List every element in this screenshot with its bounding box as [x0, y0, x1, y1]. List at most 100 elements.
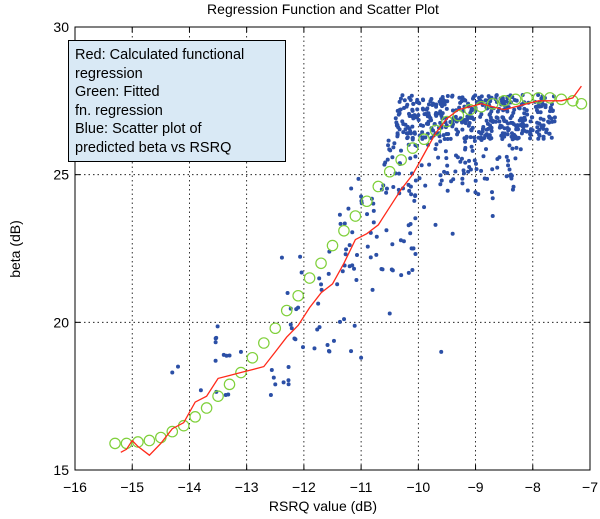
scatter-point: [213, 340, 218, 345]
scatter-point: [388, 148, 393, 153]
scatter-point: [417, 101, 422, 106]
scatter-point: [506, 158, 511, 163]
scatter-point: [505, 109, 510, 114]
scatter-point: [213, 358, 218, 363]
scatter-point: [298, 254, 303, 259]
scatter-point: [286, 378, 291, 383]
scatter-point: [549, 135, 554, 140]
scatter-point: [421, 123, 426, 128]
scatter-point: [347, 264, 352, 269]
scatter-point: [371, 220, 376, 225]
scatter-point: [296, 305, 301, 310]
scatter-point: [438, 173, 443, 178]
legend-line: regression: [75, 65, 143, 82]
scatter-point: [359, 194, 364, 199]
scatter-point: [529, 115, 534, 120]
fitted-regression-marker: [464, 103, 476, 116]
fitted-regression-marker: [567, 95, 579, 107]
scatter-point: [412, 130, 417, 135]
scatter-point: [424, 107, 429, 112]
scatter-point: [415, 107, 420, 112]
fitted-regression-marker: [383, 165, 396, 178]
scatter-point: [390, 268, 395, 273]
scatter-point: [428, 99, 433, 104]
scatter-point: [420, 130, 425, 135]
scatter-point: [506, 121, 511, 126]
scatter-point: [221, 352, 226, 357]
scatter-point: [386, 143, 391, 148]
scatter-point: [316, 301, 321, 306]
scatter-point: [490, 214, 495, 219]
scatter-point: [515, 136, 520, 141]
scatter-point: [400, 93, 405, 98]
scatter-point: [506, 163, 511, 168]
scatter-point: [407, 111, 412, 116]
scatter-point: [401, 122, 406, 127]
fitted-regression-marker: [575, 97, 588, 110]
scatter-point: [463, 139, 468, 144]
scatter-point: [374, 234, 379, 239]
scatter-point: [463, 121, 468, 126]
scatter-point: [371, 208, 376, 213]
scatter-point: [438, 139, 443, 144]
scatter-point: [431, 128, 436, 133]
scatter-point: [483, 147, 488, 152]
scatter-point: [344, 247, 349, 252]
scatter-point: [502, 126, 507, 131]
scatter-point: [484, 127, 489, 132]
scatter-point: [437, 99, 442, 104]
fitted-regression-marker: [280, 304, 293, 317]
scatter-point: [397, 99, 402, 104]
scatter-point: [450, 94, 455, 99]
fitted-regression-marker: [486, 97, 499, 110]
scatter-point: [413, 178, 418, 183]
scatter-point: [399, 148, 404, 153]
y-tick-label: 15: [53, 462, 69, 478]
scatter-point: [467, 115, 472, 120]
chart-title: Regression Function and Scatter Plot: [207, 1, 439, 17]
scatter-point: [340, 269, 345, 274]
scatter-point: [539, 96, 544, 101]
scatter-point: [445, 188, 450, 193]
fitted-regression-marker: [498, 95, 510, 107]
scatter-point: [484, 132, 489, 137]
x-tick-label: −12: [292, 479, 316, 495]
scatter-point: [522, 115, 527, 120]
fitted-regression-marker: [361, 195, 373, 208]
scatter-point: [386, 138, 391, 143]
scatter-point: [426, 111, 431, 116]
scatter-point: [387, 311, 392, 316]
scatter-point: [525, 112, 530, 117]
scatter-point: [398, 96, 403, 101]
scatter-point: [535, 120, 540, 125]
y-tick-label: 20: [53, 314, 69, 330]
scatter-point: [382, 162, 387, 167]
scatter-point: [421, 135, 426, 140]
scatter-point: [473, 190, 478, 195]
fitted-regression-marker: [544, 92, 556, 104]
scatter-point: [450, 231, 455, 236]
y-axis-label: beta (dB): [7, 220, 23, 278]
scatter-point: [450, 124, 455, 129]
fitted-regression-marker: [429, 124, 442, 137]
scatter-point: [514, 145, 519, 150]
scatter-point: [439, 349, 444, 354]
scatter-point: [469, 144, 474, 149]
scatter-point: [445, 99, 450, 104]
scatter-point: [227, 353, 232, 358]
calculated-regression-line: [120, 85, 582, 457]
scatter-point: [507, 143, 512, 148]
scatter-point: [495, 109, 500, 114]
scatter-point: [317, 276, 322, 281]
series-layer: [109, 85, 588, 457]
scatter-point: [469, 128, 474, 133]
scatter-point: [433, 146, 438, 151]
scatter-point: [238, 349, 243, 354]
fitted-regression-marker: [326, 239, 339, 252]
scatter-point: [390, 242, 395, 247]
scatter-point: [286, 365, 291, 370]
scatter-point: [342, 221, 347, 226]
scatter-point: [479, 94, 484, 99]
scatter-point: [548, 105, 553, 110]
scatter-point: [481, 154, 486, 159]
